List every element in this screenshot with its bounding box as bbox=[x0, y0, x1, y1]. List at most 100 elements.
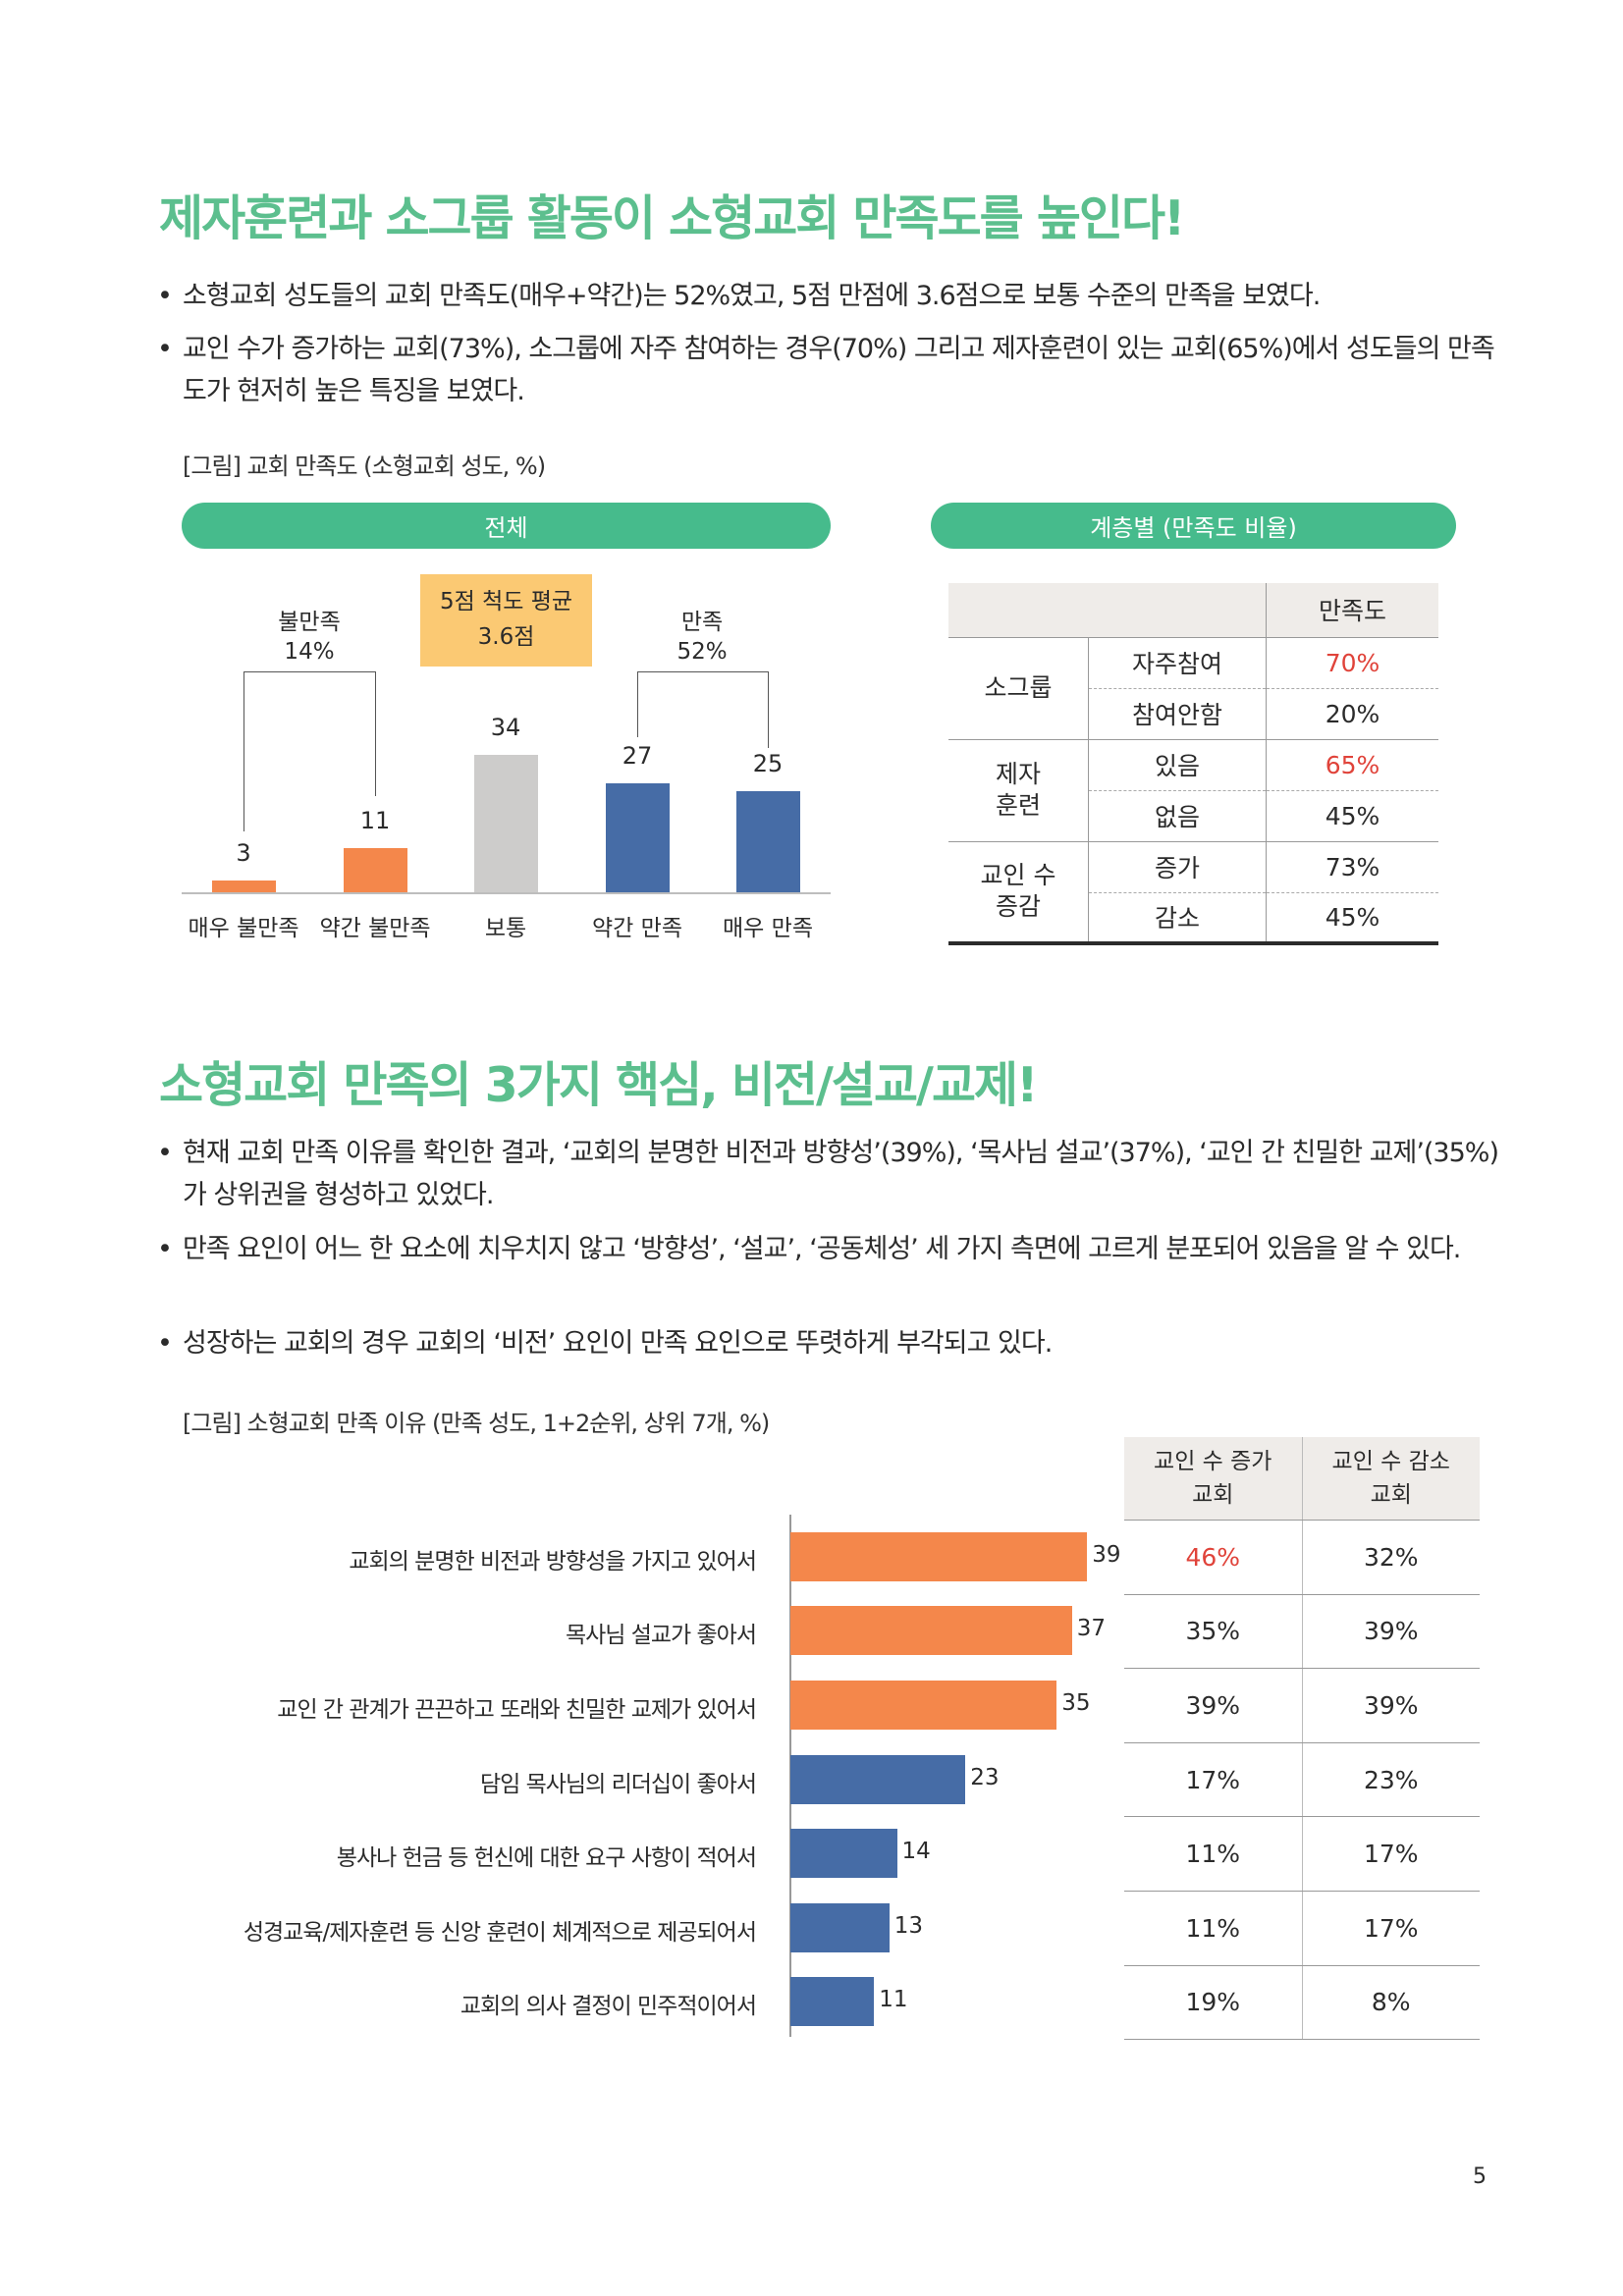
data-label: 27 bbox=[622, 741, 653, 770]
table-row: 19% 8% bbox=[1124, 1965, 1480, 2041]
increase-value: 46% bbox=[1124, 1521, 1303, 1594]
table-row: 11% 17% bbox=[1124, 1891, 1480, 1966]
satisfaction-bar-chart: 5점 척도 평균 3.6점 불만족 14% 만족 52% 3 매우 불만족 11 약간… bbox=[0, 0, 1623, 982]
table-row: 35% 39% bbox=[1124, 1594, 1480, 1670]
decrease-value: 8% bbox=[1371, 1988, 1411, 2017]
table-row: 참여안함 20% bbox=[948, 687, 1438, 739]
row-value: 45% bbox=[1266, 789, 1438, 841]
average-score-box: 5점 척도 평균 3.6점 bbox=[420, 574, 592, 667]
category-label: 목사님 설교가 좋아서 bbox=[565, 1623, 757, 1649]
table-row: 교인 수 증감 증가 73% bbox=[948, 840, 1438, 945]
decrease-value: 17% bbox=[1363, 1913, 1419, 1943]
category-label: 교회의 의사 결정이 민주적이어서 bbox=[460, 1994, 757, 2020]
bar-약간 만족 bbox=[605, 782, 670, 892]
column-header: 교인 수 증가 교회 bbox=[1124, 1437, 1303, 1520]
table-row: 17% 23% bbox=[1124, 1742, 1480, 1818]
page-number: 5 bbox=[1473, 2164, 1487, 2189]
data-label: 13 bbox=[893, 1912, 924, 1939]
group-name: 소그룹 bbox=[948, 636, 1089, 739]
decrease-value: 23% bbox=[1363, 1765, 1419, 1794]
bullet-text: 현재 교회 만족 이유를 확인한 결과, ‘교회의 분명한 비전과 방향성’(3… bbox=[157, 1132, 1508, 1216]
group-name: 만족 bbox=[680, 610, 724, 635]
group-value: 52% bbox=[676, 639, 728, 665]
figure-caption: [그림] 소형교회 만족 이유 (만족 성도, 1+2순위, 상위 7개, %) bbox=[183, 1410, 770, 1437]
row-label: 자주참여 bbox=[1088, 636, 1267, 688]
data-label: 3 bbox=[236, 838, 251, 867]
decrease-value: 17% bbox=[1363, 1840, 1419, 1869]
bracket-leg bbox=[243, 671, 244, 831]
category-label: 성경교육/제자훈련 등 신앙 훈련이 체계적으로 제공되어서 bbox=[243, 1919, 757, 1946]
bar-reason-5 bbox=[790, 1829, 897, 1879]
bullet-text: 소형교회 성도들의 교회 만족도(매우+약간)는 52%였고, 5점 만점에 3… bbox=[157, 275, 1508, 317]
data-label: 39 bbox=[1092, 1541, 1121, 1568]
table-row: 제자 훈련 있음 65% bbox=[948, 738, 1438, 841]
bar-약간 불만족 bbox=[343, 847, 407, 892]
strata-table: 만족도 소그룹 자주참여 70% 참여안함 20% 제자 훈련 있음 65% 없음 45% 교인 수 … bbox=[948, 583, 1438, 945]
pill-overall: 전체 bbox=[182, 503, 831, 549]
category-label: 매우 만족 bbox=[723, 916, 813, 941]
group-name: 불만족 bbox=[278, 610, 341, 635]
section-title: 제자훈련과 소그룹 활동이 소형교회 만족도를 높인다! bbox=[159, 190, 1185, 246]
data-label: 25 bbox=[752, 750, 784, 777]
decrease-value: 39% bbox=[1363, 1617, 1419, 1646]
pill-strata: 계층별 (만족도 비율) bbox=[931, 503, 1456, 549]
header-satisfaction: 만족도 bbox=[1318, 597, 1386, 626]
bullet-text: 만족 요인이 어느 한 요소에 치우치지 않고 ‘방향성’, ‘설교’, ‘공동… bbox=[157, 1228, 1508, 1270]
increase-value: 11% bbox=[1124, 1891, 1303, 1965]
category-label: 보통 bbox=[484, 916, 527, 941]
bracket-leg bbox=[768, 671, 769, 748]
bracket-satisfied bbox=[637, 671, 768, 672]
x-axis-line bbox=[182, 892, 831, 894]
row-label: 있음 bbox=[1088, 738, 1267, 790]
bar-reason-1 bbox=[790, 1531, 1088, 1581]
header-blank bbox=[948, 583, 1267, 637]
bullet-text: 교인 수가 증가하는 교회(73%), 소그룹에 자주 참여하는 경우(70%)… bbox=[157, 328, 1508, 412]
row-value: 70% bbox=[1266, 636, 1438, 688]
growth-comparison-table: 교인 수 증가 교회 교인 수 감소 교회 46% 32% 35% 39% 39%… bbox=[1124, 1437, 1480, 2041]
bar-reason-4 bbox=[790, 1754, 966, 1804]
row-value: 45% bbox=[1266, 891, 1438, 945]
data-label: 11 bbox=[359, 806, 391, 834]
category-label: 약간 만족 bbox=[592, 916, 682, 941]
category-label: 교회의 분명한 비전과 방향성을 가지고 있어서 bbox=[349, 1548, 757, 1575]
row-value: 20% bbox=[1266, 687, 1438, 739]
average-value: 3.6점 bbox=[477, 624, 535, 650]
group-name: 제자 훈련 bbox=[948, 738, 1089, 841]
row-label: 감소 bbox=[1088, 891, 1267, 945]
row-value: 65% bbox=[1266, 738, 1438, 790]
group-value: 14% bbox=[284, 639, 335, 665]
group-label-dissatisfied: 불만족 14% bbox=[278, 608, 340, 667]
increase-value: 35% bbox=[1124, 1594, 1303, 1669]
table-row: 감소 45% bbox=[948, 891, 1438, 945]
row-label: 참여안함 bbox=[1088, 687, 1267, 739]
data-label: 37 bbox=[1076, 1616, 1107, 1642]
figure-caption: [그림] 교회 만족도 (소형교회 성도, %) bbox=[183, 453, 546, 480]
bar-reason-7 bbox=[790, 1977, 875, 2027]
category-label: 교인 간 관계가 끈끈하고 또래와 친밀한 교제가 있어서 bbox=[277, 1697, 757, 1723]
category-label: 담임 목사님의 리더십이 좋아서 bbox=[479, 1771, 757, 1797]
bullet-text: 성장하는 교회의 경우 교회의 ‘비전’ 요인이 만족 요인으로 뚜렷하게 부각… bbox=[157, 1322, 1508, 1364]
bar-매우 불만족 bbox=[211, 880, 276, 892]
data-label: 11 bbox=[879, 1987, 908, 2013]
data-label: 35 bbox=[1061, 1690, 1091, 1716]
data-label: 23 bbox=[970, 1764, 1000, 1790]
table-row: 39% 39% bbox=[1124, 1669, 1480, 1743]
bracket-leg bbox=[375, 671, 376, 796]
data-label: 34 bbox=[490, 713, 521, 741]
bar-매우 만족 bbox=[735, 791, 800, 892]
category-label: 매우 불만족 bbox=[188, 916, 299, 941]
table-row: 46% 32% bbox=[1124, 1521, 1480, 1595]
table-row: 11% 17% bbox=[1124, 1817, 1480, 1892]
bracket-leg bbox=[637, 671, 638, 737]
bar-reason-2 bbox=[790, 1606, 1072, 1656]
decrease-value: 39% bbox=[1363, 1690, 1419, 1720]
average-label: 5점 척도 평균 bbox=[439, 589, 573, 614]
group-name: 교인 수 증감 bbox=[948, 840, 1089, 945]
table-row: 소그룹 자주참여 70% bbox=[948, 636, 1438, 739]
bracket-dissatisfied bbox=[243, 671, 375, 672]
bar-reason-3 bbox=[790, 1681, 1057, 1730]
category-label: 봉사나 헌금 등 헌신에 대한 요구 사항이 적어서 bbox=[336, 1845, 757, 1872]
row-value: 73% bbox=[1266, 840, 1438, 892]
table-row: 없음 45% bbox=[948, 789, 1438, 841]
increase-value: 19% bbox=[1124, 1965, 1303, 2040]
